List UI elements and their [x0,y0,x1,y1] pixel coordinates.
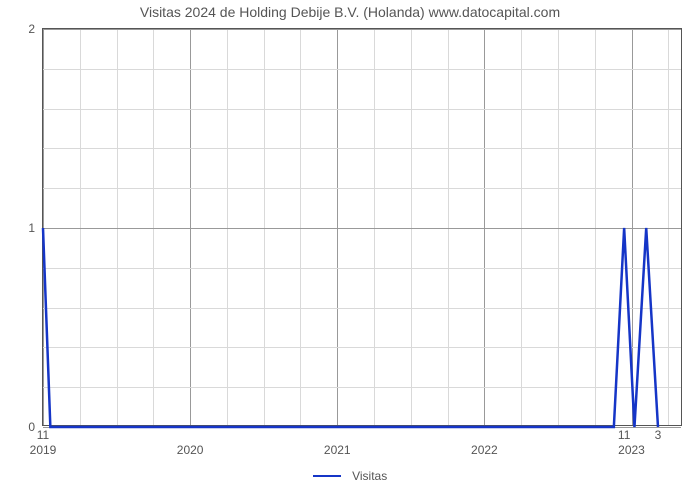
data-polyline [43,228,658,427]
legend-swatch [313,475,341,477]
y-tick-label: 2 [28,22,43,36]
plot-area: 0122019202020212022202311113 [42,28,682,426]
point-value-label: 11 [37,425,49,442]
y-tick-label: 1 [28,221,43,235]
x-tick-label: 2020 [177,425,204,457]
x-tick-label: 2021 [324,425,351,457]
chart-container: Visitas 2024 de Holding Debije B.V. (Hol… [0,0,700,500]
legend: Visitas [0,468,700,483]
point-value-label: 3 [655,425,662,442]
data-line [43,29,683,427]
legend-label: Visitas [352,469,387,483]
point-value-label: 11 [618,425,630,442]
chart-title: Visitas 2024 de Holding Debije B.V. (Hol… [0,4,700,20]
x-tick-label: 2022 [471,425,498,457]
